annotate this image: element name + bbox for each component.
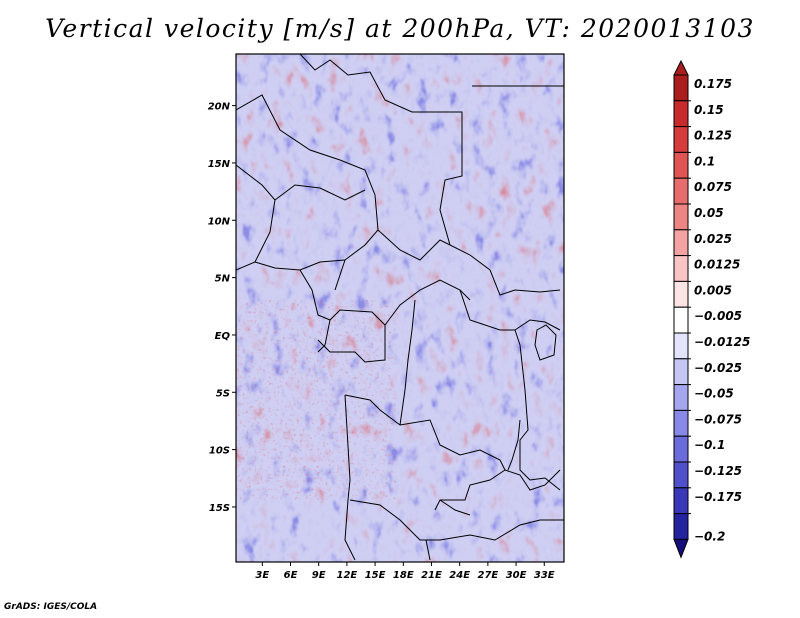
y-tick-label: 5N <box>215 274 231 285</box>
y-tick-label: 5S <box>216 388 230 399</box>
colorbar-lower-extend <box>673 538 689 559</box>
colorbar-swatch <box>673 306 689 334</box>
colorbar-label: 0.005 <box>694 283 732 297</box>
plot-frame <box>235 53 565 563</box>
colorbar-label: −0.0125 <box>694 335 750 349</box>
colorbar-label: 0.125 <box>694 129 732 143</box>
y-tick-label: 10S <box>209 446 230 457</box>
colorbar-label: 0.075 <box>694 180 732 194</box>
x-tick-label: 27E <box>477 570 498 581</box>
colorbar-swatch <box>673 409 689 437</box>
colorbar-label: 0.0125 <box>694 258 740 272</box>
colorbar-label: −0.025 <box>694 361 742 375</box>
y-tick-label: 10N <box>208 216 231 227</box>
colorbar-swatch <box>673 461 689 489</box>
colorbar-swatch <box>673 255 689 282</box>
y-axis: 20N 15N 10N 5N EQ 5S 10S 15S <box>208 102 236 514</box>
colorbar-label: 0.15 <box>694 103 724 117</box>
x-axis: 3E 6E 9E 12E 15E 18E 21E 24E 27E 30E 33E <box>255 562 555 581</box>
colorbar-swatch <box>673 280 689 308</box>
colorbar-label: −0.05 <box>694 387 734 401</box>
x-tick-label: 3E <box>255 570 269 581</box>
x-tick-label: 21E <box>421 570 442 581</box>
colorbar-label: 0.05 <box>694 206 724 220</box>
colorbar-swatch <box>673 487 689 515</box>
x-tick-label: 33E <box>534 570 555 581</box>
x-tick-label: 15E <box>365 570 386 581</box>
colorbar-label: −0.075 <box>694 412 742 426</box>
colorbar-swatch <box>673 151 689 179</box>
y-tick-label: 20N <box>208 102 231 113</box>
colorbar-swatch <box>673 177 689 205</box>
colorbar-label: 0.1 <box>694 154 715 168</box>
y-tick-label: 15N <box>208 159 231 170</box>
x-tick-label: 18E <box>393 570 414 581</box>
colorbar-swatch <box>673 435 689 463</box>
x-tick-label: 12E <box>337 570 358 581</box>
colorbar-label: 0.175 <box>694 77 732 91</box>
colorbar-label: −0.005 <box>694 309 742 323</box>
colorbar-swatch <box>673 126 689 153</box>
colorbar: 0.175 0.15 0.125 0.1 0.075 0.05 0.025 0.0125 0.0… <box>673 59 750 559</box>
colorbar-swatch <box>673 358 689 386</box>
colorbar-label: −0.2 <box>694 530 725 544</box>
speckle-zone <box>236 300 396 500</box>
colorbar-label: 0.025 <box>694 232 732 246</box>
colorbar-swatch <box>673 203 689 231</box>
colorbar-label: −0.1 <box>694 438 725 452</box>
colorbar-swatch <box>673 332 689 360</box>
colorbar-label: −0.175 <box>694 490 742 504</box>
grads-credit: GrADS: IGES/COLA <box>4 602 98 612</box>
x-tick-label: 24E <box>449 570 470 581</box>
x-tick-label: 6E <box>284 570 298 581</box>
colorbar-swatch <box>673 513 689 540</box>
colorbar-swatch <box>673 74 689 102</box>
colorbar-swatch <box>673 384 689 411</box>
colorbar-swatch <box>673 100 689 128</box>
colorbar-swatch <box>673 229 689 257</box>
x-tick-label: 30E <box>506 570 527 581</box>
chart-title: Vertical velocity [m/s] at 200hPa, VT: 2… <box>45 14 755 43</box>
y-tick-label: 15S <box>209 503 230 514</box>
x-tick-label: 9E <box>312 570 326 581</box>
y-tick-label: EQ <box>215 331 231 342</box>
colorbar-upper-extend <box>673 59 689 76</box>
plot-area <box>236 54 564 562</box>
colorbar-label: −0.125 <box>694 464 742 478</box>
country-borders <box>236 54 564 561</box>
